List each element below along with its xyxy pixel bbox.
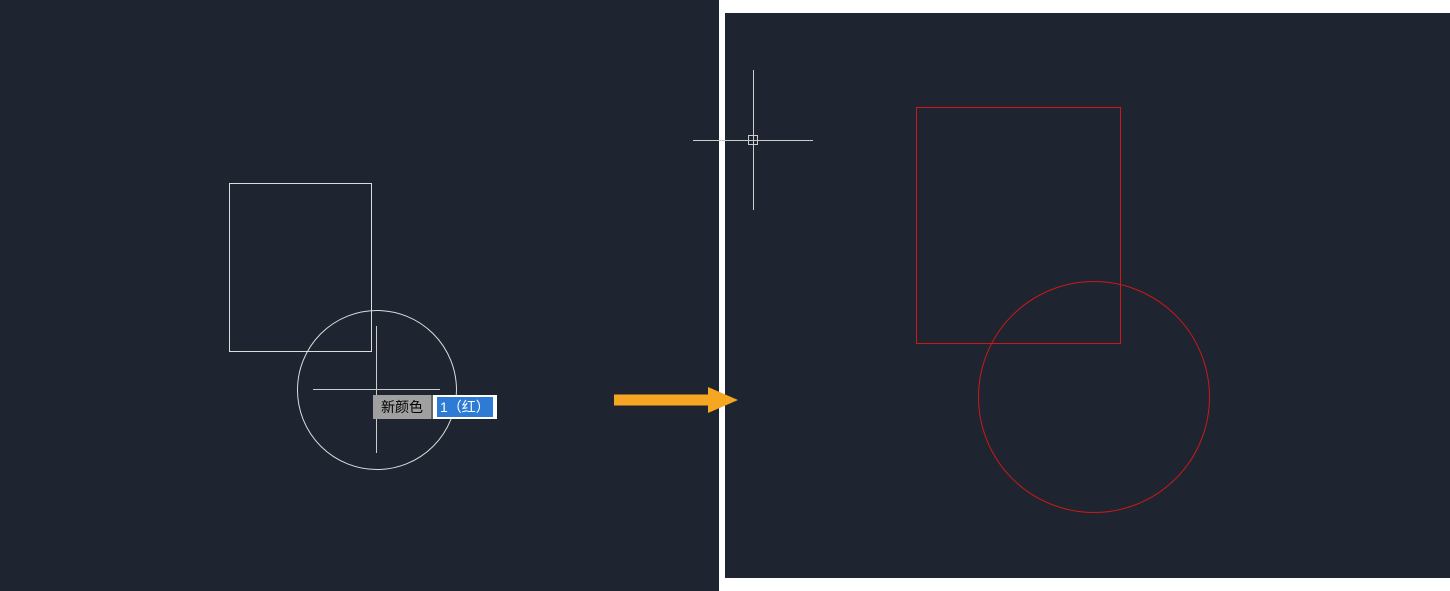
tooltip-label: 新颜色 (373, 395, 431, 419)
arrow-icon (610, 383, 740, 417)
dynamic-input-tooltip[interactable]: 新颜色 1（红） (373, 395, 497, 419)
tooltip-input-value: 1（红） (437, 397, 493, 417)
cad-canvas-after[interactable] (725, 13, 1450, 578)
circle-shape-before[interactable] (297, 310, 457, 470)
circle-shape-after[interactable] (978, 281, 1210, 513)
tooltip-input-field[interactable]: 1（红） (433, 395, 497, 419)
cad-canvas-before[interactable]: 新颜色 1（红） (0, 0, 719, 591)
